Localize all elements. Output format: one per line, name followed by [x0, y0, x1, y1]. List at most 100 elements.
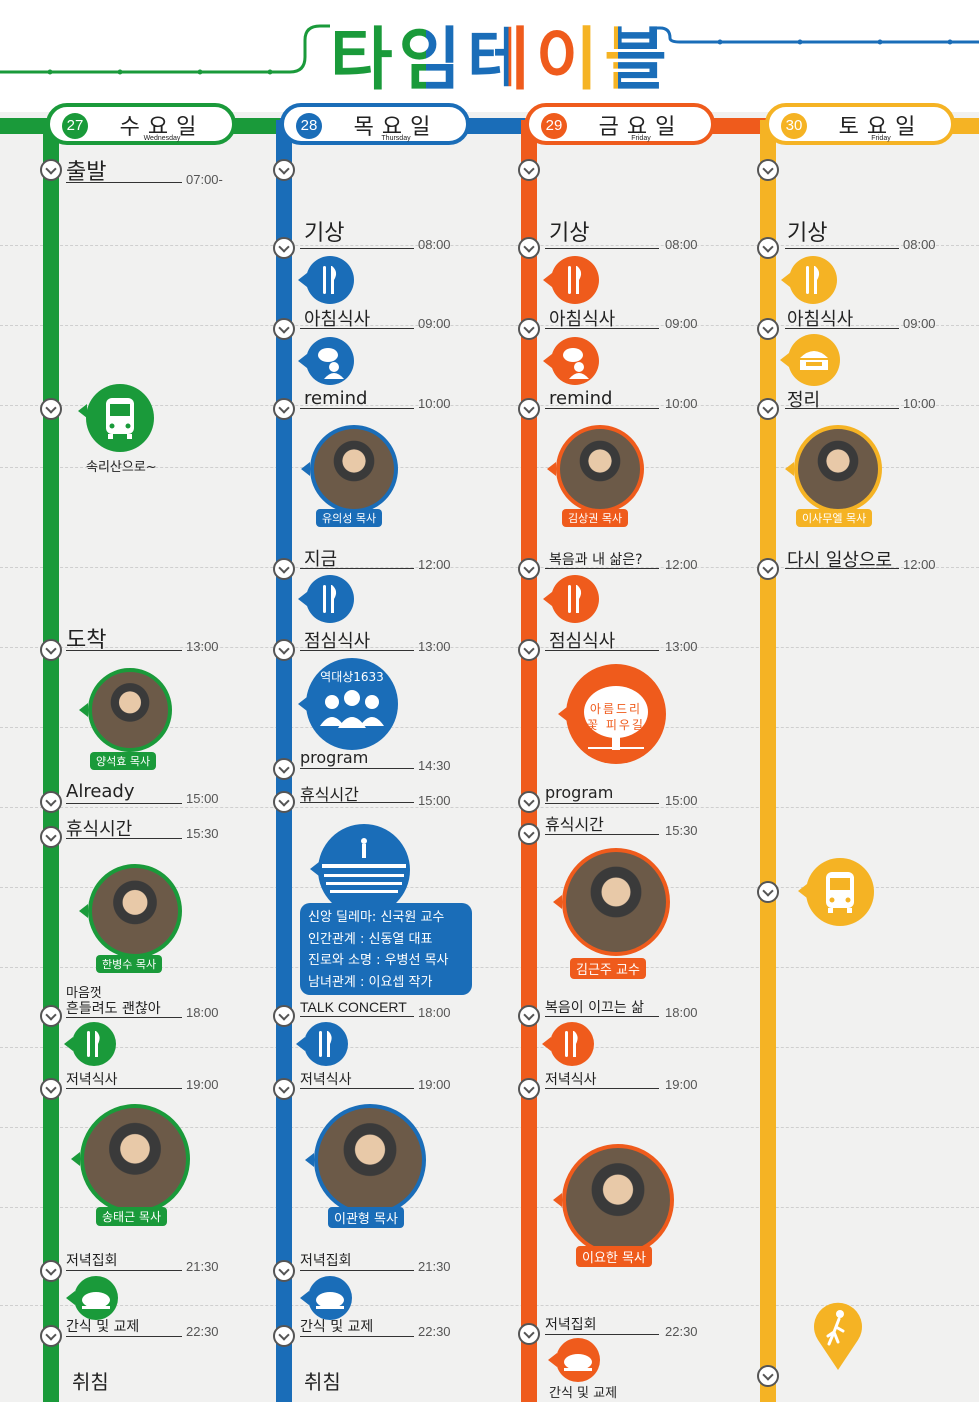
- speaker-photo: [79, 668, 172, 752]
- timeline-node[interactable]: [273, 318, 295, 340]
- timeline-node[interactable]: [40, 159, 62, 181]
- timeline-node[interactable]: [40, 1005, 62, 1027]
- hour-guide: [0, 325, 979, 326]
- event-label: 지금: [304, 549, 338, 570]
- hour-guide: [0, 1207, 979, 1208]
- event-underline: [66, 1336, 182, 1337]
- concert-line: 신앙 딜레마: 신국원 교수: [308, 910, 445, 925]
- timeline-node[interactable]: [518, 159, 540, 181]
- packing-icon: [780, 334, 840, 386]
- bus-icon: [798, 858, 874, 926]
- event-label: 취침: [72, 1370, 109, 1394]
- timeline-node[interactable]: [518, 398, 540, 420]
- event-underline: [66, 182, 182, 183]
- timeline-node[interactable]: [757, 881, 779, 903]
- event-label: 점심식사: [549, 631, 616, 652]
- timeline-node[interactable]: [273, 1260, 295, 1282]
- event-time: 15:00: [186, 791, 219, 806]
- timeline-node[interactable]: [273, 639, 295, 661]
- day-name: 목요일: [353, 115, 439, 140]
- event-underline: [300, 1336, 414, 1337]
- hour-guide: [0, 405, 979, 406]
- timeline-node[interactable]: [518, 1005, 540, 1027]
- event-underline: [300, 568, 414, 569]
- event-label: 간식 및 교제: [549, 1386, 618, 1401]
- timeline-node[interactable]: [40, 791, 62, 813]
- talk-concert-panel: 신앙 딜레마: 신국원 교수 인간관계 : 신동열 대표 진로와 소명 : 우병…: [300, 903, 472, 995]
- timeline-node[interactable]: [518, 1078, 540, 1100]
- timeline-node[interactable]: [757, 1365, 779, 1387]
- timeline-node[interactable]: [757, 398, 779, 420]
- timeline-node[interactable]: [518, 237, 540, 259]
- timeline-node[interactable]: [273, 791, 295, 813]
- timeline-node[interactable]: [518, 823, 540, 845]
- day-header-friday[interactable]: 29 금요일 Friday: [525, 103, 715, 145]
- timeline-node[interactable]: [40, 1325, 62, 1347]
- timeline-node[interactable]: [273, 159, 295, 181]
- speaker-photo: [547, 425, 644, 513]
- event-label: program: [545, 783, 614, 802]
- event-underline: [300, 768, 414, 769]
- event-time: 21:30: [186, 1259, 219, 1274]
- event-label: 휴식시간: [66, 819, 133, 840]
- timeline-node[interactable]: [273, 237, 295, 259]
- timeline-node[interactable]: [757, 558, 779, 580]
- day-header-saturday[interactable]: 30 토요일 Friday: [765, 103, 955, 145]
- timeline-node[interactable]: [518, 639, 540, 661]
- event-underline: [300, 802, 414, 803]
- hour-guide: [0, 967, 979, 968]
- tree-icon: 아름드리 꽃 피우길: [558, 664, 666, 764]
- day-header-wednesday[interactable]: 27 수요일 Wednesday: [46, 103, 236, 145]
- speaker-tag: 이관형 목사: [328, 1207, 404, 1228]
- event-time: 12:00: [665, 557, 698, 572]
- timeline-node[interactable]: [518, 318, 540, 340]
- timeline-node[interactable]: [757, 237, 779, 259]
- timeline-node[interactable]: [757, 159, 779, 181]
- timeline-node[interactable]: [40, 1078, 62, 1100]
- event-underline: [545, 1088, 659, 1089]
- event-underline: [545, 248, 659, 249]
- timeline-node[interactable]: [518, 1323, 540, 1345]
- event-underline: [785, 248, 899, 249]
- event-label: 저녁집회: [66, 1253, 118, 1269]
- event-time: 15:30: [186, 826, 219, 841]
- event-time: 09:00: [665, 316, 698, 331]
- day-number: 29: [541, 113, 567, 139]
- timeline-node[interactable]: [40, 826, 62, 848]
- snack-icon: [548, 1338, 600, 1382]
- timeline-node[interactable]: [273, 1005, 295, 1027]
- timeline-node[interactable]: [40, 1260, 62, 1282]
- timeline-node[interactable]: [273, 398, 295, 420]
- speaker-tag: 유의성 목사: [316, 509, 383, 527]
- timeline-node[interactable]: [40, 398, 62, 420]
- event-label: 간식 및 교제: [66, 1319, 140, 1335]
- timeline-node[interactable]: [518, 558, 540, 580]
- speaker-photo: [785, 425, 882, 513]
- event-time: 13:00: [418, 639, 451, 654]
- event-label: 취침: [304, 1370, 341, 1394]
- event-label: 아침식사: [549, 309, 616, 330]
- event-time: 18:00: [665, 1005, 698, 1020]
- timeline-node[interactable]: [757, 318, 779, 340]
- meal-icon: [543, 256, 599, 304]
- snack-icon: [66, 1276, 118, 1320]
- event-time: 14:30: [418, 758, 451, 773]
- timeline-node[interactable]: [273, 1078, 295, 1100]
- timeline-node[interactable]: [273, 758, 295, 780]
- timeline-node[interactable]: [518, 791, 540, 813]
- day-name: 금요일: [598, 115, 684, 140]
- event-label: Already: [66, 781, 135, 802]
- day-header-thursday[interactable]: 28 목요일 Thursday: [280, 103, 470, 145]
- timeline-node[interactable]: [40, 639, 62, 661]
- speaker-tag: 양석효 목사: [90, 752, 157, 770]
- title-area: 타임테이블: [0, 0, 979, 112]
- event-label: 복음과 내 삶은?: [549, 552, 643, 568]
- timeline-node[interactable]: [273, 558, 295, 580]
- timeline-node[interactable]: [273, 1325, 295, 1347]
- event-underline: [300, 1016, 414, 1017]
- event-time: 21:30: [418, 1259, 451, 1274]
- event-underline: [545, 834, 659, 835]
- hour-guide: [0, 1127, 979, 1128]
- tree-text: 아름드리: [589, 702, 643, 716]
- event-underline: [66, 803, 182, 804]
